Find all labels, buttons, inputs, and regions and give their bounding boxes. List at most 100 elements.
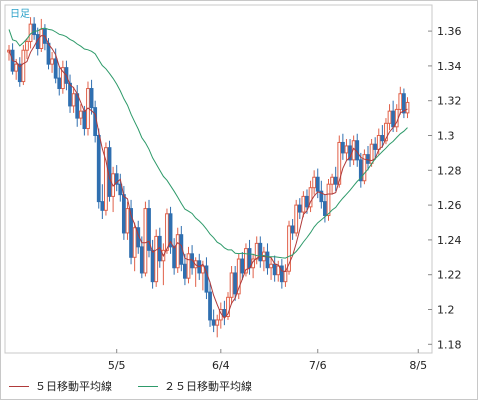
y-tick-label: 1.22	[437, 269, 462, 282]
candle-body	[204, 265, 209, 293]
candle-body	[200, 265, 205, 274]
candle-body	[71, 93, 76, 107]
candle	[71, 86, 76, 113]
candle	[183, 253, 187, 286]
candle-body	[236, 258, 241, 295]
candle	[104, 142, 108, 216]
candle-body	[82, 110, 87, 130]
candle-body	[186, 253, 191, 279]
candle-body	[78, 110, 83, 119]
candle	[340, 133, 345, 160]
candle	[233, 266, 238, 301]
y-tick-label: 1.3	[437, 130, 455, 143]
candle-body	[89, 88, 94, 109]
legend-item-ma25: ２５日移動平均線	[138, 378, 252, 394]
x-tick-label: 7/6	[309, 359, 327, 372]
candle-body	[387, 110, 392, 124]
y-tick-label: 1.32	[437, 95, 462, 108]
candle-body	[323, 201, 327, 217]
candle	[68, 74, 72, 113]
candle-body	[254, 242, 259, 260]
candle	[114, 165, 119, 192]
candle-body	[319, 190, 324, 203]
y-tick-label: 1.2	[437, 304, 455, 317]
candle-body	[53, 58, 58, 79]
candle-body	[57, 77, 62, 90]
candle-body	[175, 234, 180, 269]
x-tick-label: 8/5	[409, 359, 427, 372]
candle-body	[330, 176, 335, 185]
candle-body	[147, 208, 151, 251]
candle	[323, 194, 327, 223]
x-tick-label: 5/5	[108, 359, 126, 372]
candle-body	[326, 183, 331, 217]
candle	[129, 199, 133, 265]
candle-body	[287, 225, 291, 272]
candle-body	[344, 145, 349, 154]
candle-body	[208, 291, 212, 321]
candle-body	[211, 319, 216, 326]
y-tick-label: 1.24	[437, 234, 462, 247]
candle-body	[247, 248, 252, 269]
ma5-swatch-icon	[9, 385, 29, 387]
candle	[358, 152, 363, 188]
candle-body	[39, 28, 44, 49]
candle	[244, 243, 248, 277]
candle	[269, 257, 273, 280]
candle	[132, 222, 137, 272]
candle	[150, 239, 155, 289]
y-tick-label: 1.36	[437, 25, 462, 38]
candle-body	[362, 154, 367, 182]
candle-body	[272, 263, 277, 276]
candle	[57, 67, 62, 96]
candle	[402, 88, 406, 119]
candle	[211, 309, 216, 333]
candle-body	[118, 183, 123, 196]
candle-body	[337, 141, 342, 185]
candle	[297, 198, 302, 220]
candle	[168, 206, 173, 254]
candle-body	[25, 41, 29, 51]
candle-body	[226, 296, 230, 317]
x-tick-label: 6/4	[212, 359, 230, 372]
candle-body	[17, 63, 22, 83]
moving-average-layer	[8, 27, 408, 320]
candle	[215, 314, 220, 338]
candle-body	[380, 135, 385, 142]
candle-body	[312, 176, 317, 189]
candle	[165, 208, 169, 254]
candle	[290, 219, 295, 240]
y-axis: 1.18 1.2 1.22 1.24 1.26 1.28 1.3 1.32 1.34 1.36	[428, 25, 462, 351]
candle-body	[244, 248, 248, 274]
candle	[294, 199, 299, 237]
candle-body	[405, 101, 410, 114]
candle-body	[269, 263, 273, 269]
candle-body	[373, 143, 378, 150]
legend: ５日移動平均線 ２５日移動平均線	[9, 377, 252, 395]
candle	[154, 229, 159, 287]
candle	[344, 138, 349, 160]
candle	[405, 97, 410, 119]
candle-body	[172, 246, 177, 269]
candle	[222, 300, 227, 326]
candle	[186, 246, 191, 284]
candle	[118, 173, 123, 202]
candle-body	[340, 141, 345, 154]
candle-body	[168, 213, 173, 248]
candle-body	[222, 309, 227, 317]
candle-body	[290, 225, 295, 234]
candle	[301, 191, 306, 218]
candle-body	[283, 270, 288, 283]
candle-body	[32, 23, 37, 36]
candle-body	[358, 159, 363, 182]
candle-body	[276, 265, 281, 276]
candle-body	[121, 194, 126, 234]
candle	[147, 199, 151, 258]
candle-body	[265, 251, 270, 269]
candle	[78, 104, 83, 126]
candles-layer	[7, 17, 410, 338]
candle	[312, 170, 317, 195]
candle-body	[60, 67, 65, 90]
candle	[143, 201, 148, 277]
